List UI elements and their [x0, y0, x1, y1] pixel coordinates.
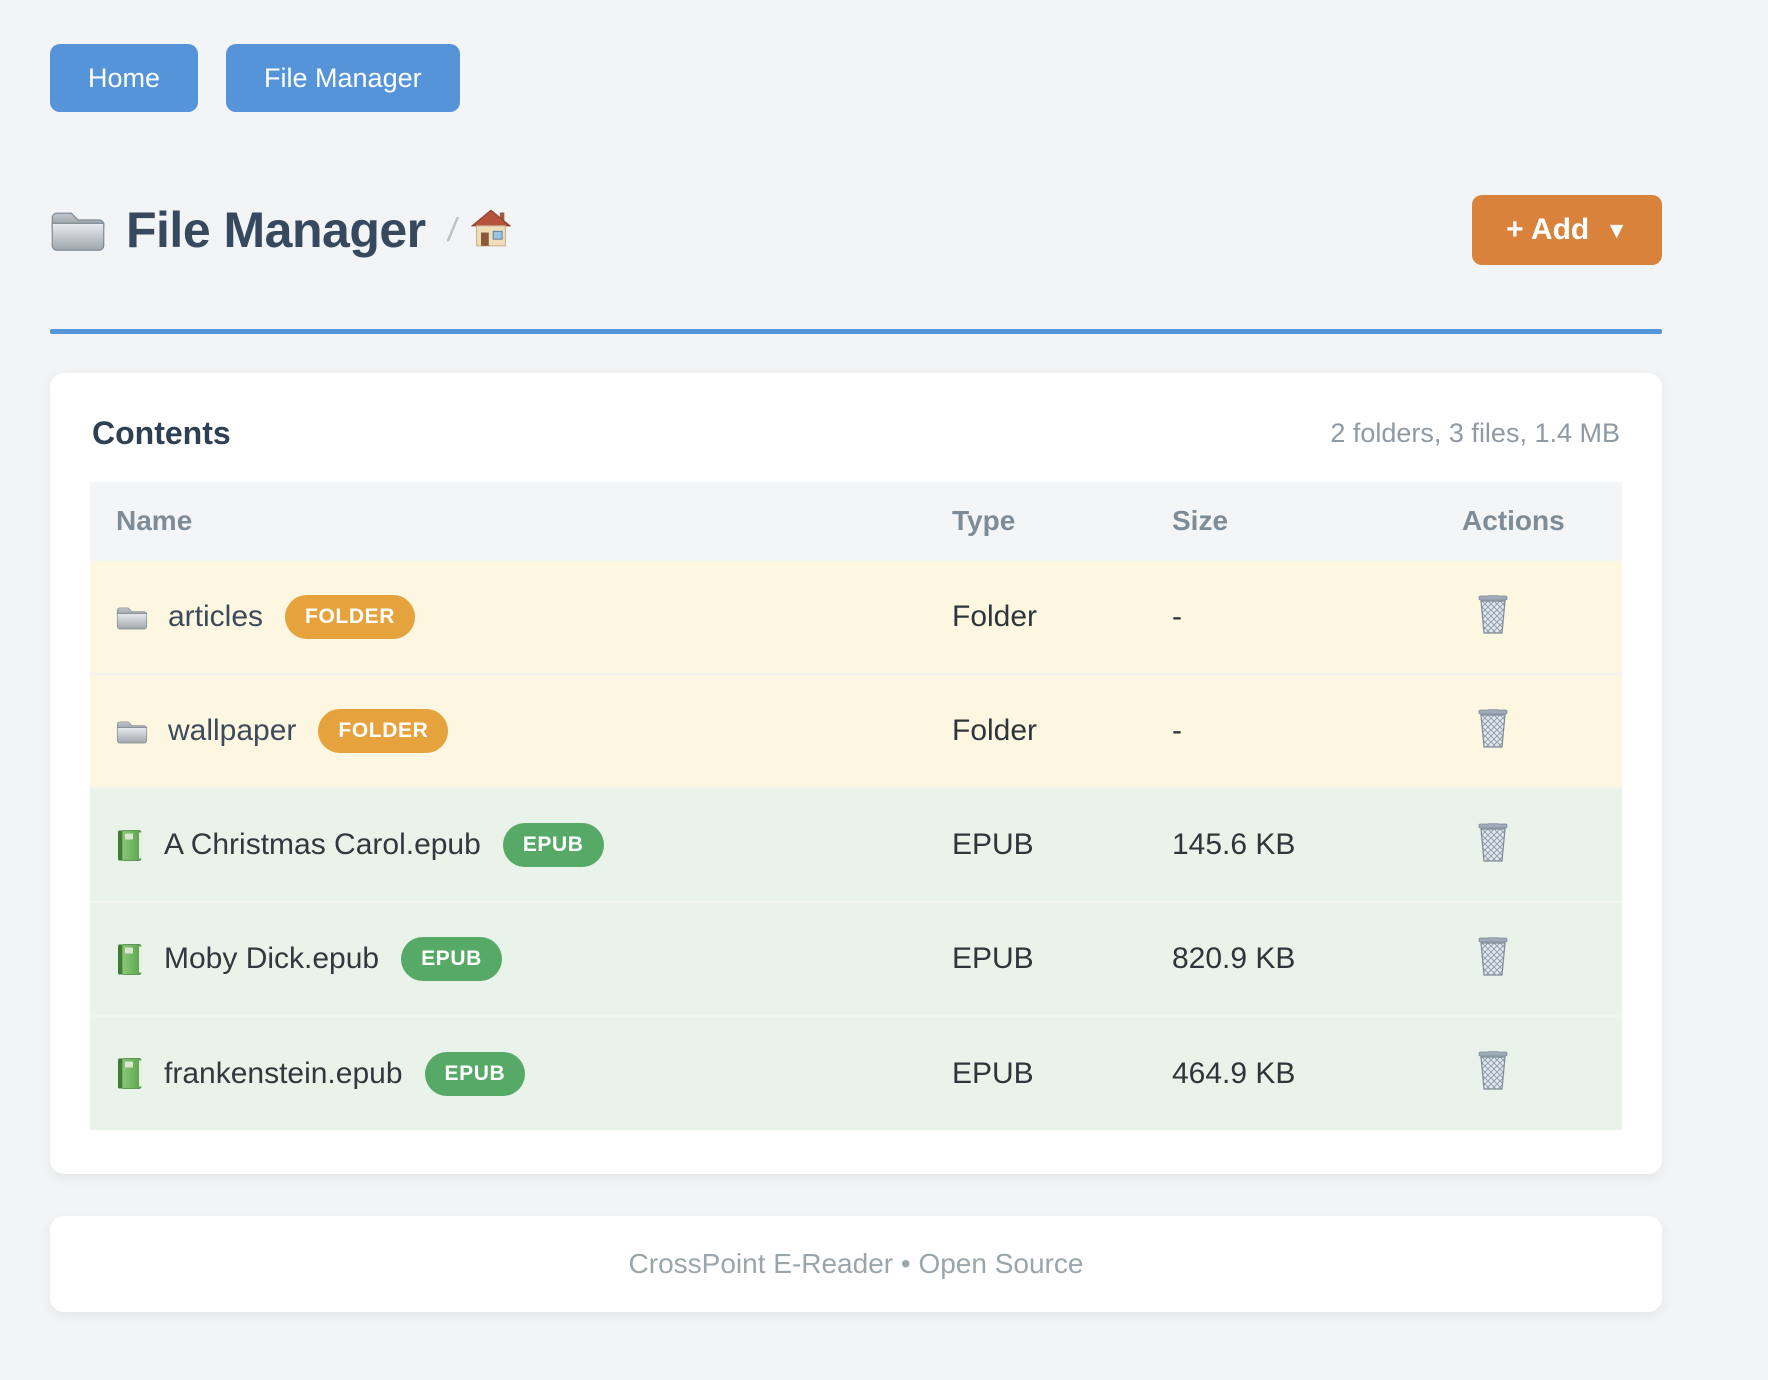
name-cell: frankenstein.epub EPUB: [90, 1051, 952, 1096]
item-name-link[interactable]: wallpaper: [168, 714, 297, 747]
size-cell: 145.6 KB: [1172, 828, 1296, 861]
title-divider: [50, 329, 1662, 334]
size-cell: 820.9 KB: [1172, 942, 1296, 975]
wastebasket-icon: [1476, 1049, 1510, 1096]
item-name-link[interactable]: A Christmas Carol.epub: [164, 828, 481, 861]
wastebasket-icon: [1476, 592, 1510, 640]
breadcrumb-separator: /: [445, 211, 460, 248]
epub-badge: EPUB: [502, 823, 604, 867]
green-book-icon: [116, 943, 144, 976]
folder-icon: [116, 718, 148, 745]
table-row: A Christmas Carol.epub EPUB EPUB 145.6 K…: [90, 788, 1622, 902]
delete-button[interactable]: [1476, 706, 1510, 754]
page-header: File Manager / + Add ▼: [50, 194, 1662, 266]
name-cell: wallpaper FOLDER: [90, 709, 952, 753]
footer-text: CrossPoint E-Reader • Open Source: [628, 1248, 1084, 1279]
table-row: frankenstein.epub EPUB EPUB 464.9 KB: [90, 1016, 1622, 1130]
title-wrap: File Manager /: [50, 201, 511, 259]
folder-icon: [50, 207, 106, 253]
wastebasket-icon: [1476, 820, 1510, 868]
type-cell: Folder: [952, 714, 1038, 747]
table-row: articles FOLDER Folder -: [90, 560, 1622, 674]
folder-badge: FOLDER: [318, 709, 449, 753]
column-header-actions: Actions: [1462, 504, 1565, 536]
type-cell: EPUB: [952, 942, 1034, 975]
delete-button[interactable]: [1476, 1049, 1510, 1096]
card-summary: 2 folders, 3 files, 1.4 MB: [1330, 418, 1620, 448]
column-header-size: Size: [1172, 504, 1229, 536]
type-cell: EPUB: [952, 1056, 1034, 1090]
caret-down-icon: ▼: [1605, 216, 1628, 243]
name-cell: articles FOLDER: [90, 595, 952, 639]
page: Home File Manager File Manager / + Add ▼…: [50, 44, 1662, 1312]
epub-badge: EPUB: [401, 937, 502, 981]
name-cell: A Christmas Carol.epub EPUB: [90, 823, 952, 867]
green-book-icon: [116, 829, 144, 862]
size-cell: -: [1172, 600, 1182, 633]
delete-button[interactable]: [1476, 592, 1510, 640]
contents-table: Name Type Size Actions articles FOLDER: [90, 482, 1622, 1130]
delete-button[interactable]: [1476, 820, 1510, 868]
item-name-link[interactable]: articles: [168, 600, 264, 633]
folder-icon: [116, 604, 148, 631]
type-cell: Folder: [952, 600, 1038, 633]
wastebasket-icon: [1476, 934, 1510, 982]
item-name-link[interactable]: frankenstein.epub: [164, 1056, 403, 1090]
footer-card: CrossPoint E-Reader • Open Source: [50, 1216, 1662, 1312]
folder-badge: FOLDER: [285, 595, 415, 639]
breadcrumb: /: [445, 208, 511, 252]
epub-badge: EPUB: [424, 1051, 526, 1096]
column-header-name: Name: [116, 504, 193, 536]
item-name-link[interactable]: Moby Dick.epub: [164, 942, 380, 975]
size-cell: 464.9 KB: [1172, 1056, 1296, 1090]
type-cell: EPUB: [952, 828, 1034, 861]
size-cell: -: [1172, 714, 1182, 747]
delete-button[interactable]: [1476, 934, 1510, 982]
nav-button-file-manager[interactable]: File Manager: [226, 44, 460, 112]
add-button-label: + Add: [1506, 213, 1590, 246]
table-header-row: Name Type Size Actions: [90, 482, 1622, 560]
green-book-icon: [116, 1057, 144, 1090]
nav-button-home[interactable]: Home: [50, 44, 199, 112]
table-row: wallpaper FOLDER Folder -: [90, 674, 1622, 788]
top-nav: Home File Manager: [50, 44, 1662, 112]
name-cell: Moby Dick.epub EPUB: [90, 937, 952, 981]
house-icon[interactable]: [471, 208, 511, 252]
card-title: Contents: [92, 415, 231, 451]
column-header-type: Type: [952, 504, 1016, 536]
add-button[interactable]: + Add ▼: [1472, 195, 1662, 265]
table-row: Moby Dick.epub EPUB EPUB 820.9 KB: [90, 902, 1622, 1016]
contents-card: Contents 2 folders, 3 files, 1.4 MB Name…: [50, 373, 1662, 1174]
card-header: Contents 2 folders, 3 files, 1.4 MB: [90, 415, 1622, 452]
page-title: File Manager: [126, 202, 426, 258]
wastebasket-icon: [1476, 706, 1510, 754]
